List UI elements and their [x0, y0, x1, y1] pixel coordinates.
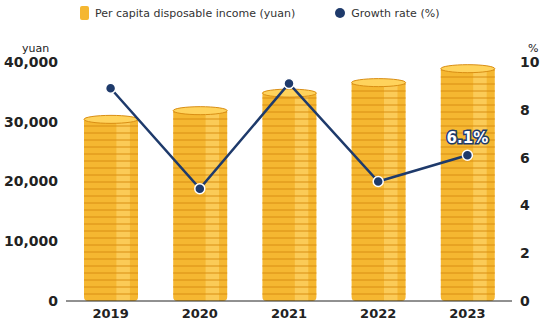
- svg-text:0: 0: [48, 293, 58, 309]
- svg-text:2023: 2023: [449, 306, 485, 321]
- svg-text:2022: 2022: [360, 306, 396, 321]
- svg-text:6: 6: [520, 150, 530, 166]
- svg-text:8: 8: [520, 102, 530, 118]
- svg-text:4: 4: [520, 197, 530, 213]
- svg-text:2019: 2019: [93, 306, 129, 321]
- svg-text:2021: 2021: [271, 306, 307, 321]
- svg-text:2020: 2020: [182, 306, 218, 321]
- html-text:yuan: yuan: [22, 42, 50, 55]
- html-text:Growth rate (%): Growth rate (%): [351, 6, 440, 20]
- svg-text:0: 0: [520, 293, 530, 309]
- svg-text:10,000: 10,000: [4, 233, 58, 249]
- svg-text:10: 10: [520, 54, 540, 70]
- svg-text:6.1%: 6.1%: [447, 129, 489, 147]
- svg-text:20,000: 20,000: [4, 173, 58, 189]
- svg-text:40,000: 40,000: [4, 54, 58, 70]
- html-text:Per capita disposable income (: Per capita disposable income (yuan): [95, 6, 296, 20]
- svg-text:2: 2: [520, 245, 530, 261]
- svg-text:30,000: 30,000: [4, 114, 58, 130]
